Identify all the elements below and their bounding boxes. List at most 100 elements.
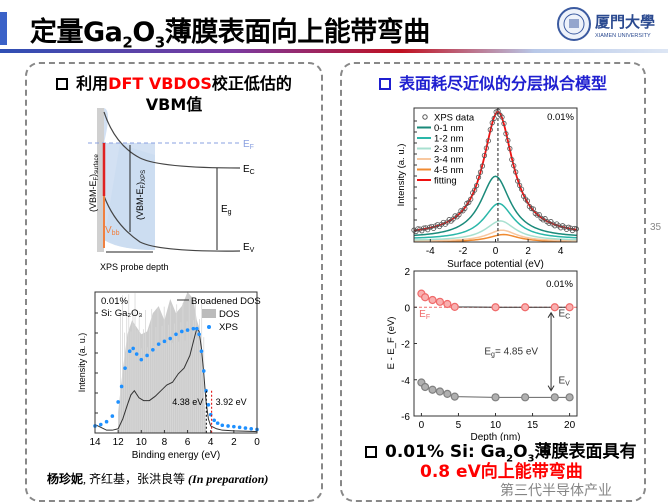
legend-label: fitting (434, 176, 457, 187)
xps-point (98, 422, 103, 427)
xps-point (119, 384, 124, 389)
ev-point (521, 393, 530, 402)
plot-frame (94, 291, 258, 434)
y-axis-label: Intensity (a. u.) (77, 333, 87, 393)
xps-point (197, 332, 201, 337)
marker-label: 4.38 eV (172, 397, 203, 407)
x-tick-label: 10 (490, 420, 502, 431)
legend-label: DOS (219, 309, 240, 320)
x-tick-label: 6 (185, 437, 191, 448)
svg-text:EV: EV (243, 242, 255, 254)
ev-label: EV (558, 375, 570, 387)
xps-point (110, 414, 115, 418)
left-heading: 利用DFT VBDOS校正低估的 (25, 70, 323, 94)
arrowhead-icon (547, 311, 555, 392)
xps-point (226, 424, 230, 428)
page-number: 35 (650, 222, 662, 233)
conclusion-line1: 0.01% Si: Ga2O3薄膜表面具有 (365, 442, 637, 464)
probe-depth-label: XPS probe depth (100, 262, 169, 272)
xps-point (215, 421, 220, 425)
x-axis-label: Binding energy (eV) (132, 450, 220, 461)
x-tick-label: 0 (419, 420, 425, 431)
xps-data-point (518, 186, 525, 192)
x-tick-label: 8 (162, 437, 168, 448)
ec-point (521, 303, 530, 312)
xps-data-point (462, 205, 468, 212)
xps-point (116, 400, 120, 404)
xps-point (179, 329, 184, 334)
band-bending-schematic: EF EC EV Eg Vbb (VBM-EF)surface (VBM-EF)… (88, 108, 255, 272)
legend-label: Broadened DOS (191, 296, 261, 307)
y-tick-label: -6 (401, 412, 410, 423)
legend-label: 3-4 nm (434, 155, 464, 166)
xps-data-point (479, 163, 486, 169)
conduction-band (103, 111, 241, 169)
ec-point (491, 303, 500, 312)
xps-data-point (511, 163, 517, 169)
xps-data-point (458, 208, 464, 214)
left-heading-line2: VBM值 (145, 95, 203, 114)
author-credit: 杨珍妮, 齐红基，张洪良等 (In preparation) (47, 472, 269, 486)
xps-point (212, 418, 216, 423)
surface-potential-chart: -4 -2 0 2 4 Surface potential (eV) Intensity (… (396, 107, 579, 270)
ev-point (435, 387, 445, 396)
svg-text:XIAMEN UNIVERSITY: XIAMEN UNIVERSITY (595, 33, 651, 39)
conclusion-line2: 0.8 eV向上能带弯曲 (420, 462, 583, 482)
xps-point (195, 326, 199, 331)
ec-point (450, 302, 459, 311)
svg-text:EF: EF (243, 139, 254, 151)
xps-data-point (534, 212, 540, 218)
marker-label: 3.92 eV (216, 397, 247, 407)
x-tick-label: 2 (525, 246, 531, 257)
title-accent-bar (0, 12, 7, 45)
xps-data-point (491, 115, 497, 121)
surface-region (97, 108, 104, 252)
legend-label: 2-3 nm (434, 144, 464, 155)
checkbox-bullet-icon (378, 78, 391, 90)
annotation: Si: Ga₂O₃ (101, 308, 142, 319)
annotation: 0.01% (546, 279, 573, 290)
ec-point (550, 303, 559, 312)
series-line (413, 202, 578, 239)
legend-label: XPS (219, 322, 238, 333)
svg-text:Eg: Eg (221, 204, 232, 216)
xps-point (201, 369, 206, 373)
xps-point (156, 342, 161, 346)
ev-point (421, 382, 430, 392)
xps-point (185, 328, 190, 332)
xps-data-point (507, 146, 513, 152)
x-tick-label: 20 (564, 420, 576, 431)
xps-data-point (524, 198, 531, 204)
xps-data-point (468, 196, 474, 202)
annotation: 0.01% (101, 296, 128, 307)
xps-point (199, 349, 204, 354)
xps-data-point (485, 138, 491, 144)
legend-label: 4-5 nm (434, 165, 464, 176)
legend-label: 0-1 nm (434, 123, 464, 134)
xps-point (206, 403, 211, 407)
eg-label: Eg= 4.85 eV (484, 346, 538, 358)
y-tick-label: 2 (404, 267, 410, 278)
svg-text:EC: EC (243, 164, 255, 176)
x-tick-label: -2 (458, 246, 467, 257)
xps-data-point (456, 212, 462, 218)
annotation: 0.01% (547, 112, 574, 123)
checkbox-bullet-icon (365, 446, 377, 458)
right-heading: 表面耗尽近似的分层拟合模型 (340, 70, 646, 94)
ev-point (428, 385, 437, 394)
svg-text:厦門大學: 厦門大學 (595, 13, 655, 31)
xps-point (123, 366, 127, 370)
y-tick-label: 0 (404, 303, 410, 314)
valence-band (103, 195, 241, 252)
ec-point (443, 299, 452, 309)
xps-point (232, 424, 236, 429)
ec-label: EC (558, 308, 570, 320)
x-tick-label: 12 (113, 437, 125, 448)
xps-data-point (513, 169, 519, 175)
xps-point (162, 339, 167, 344)
xps-data-point (515, 178, 521, 184)
xps-data-point (473, 183, 480, 189)
y-axis-label: Intensity (a. u.) (396, 144, 407, 207)
ec-point (565, 303, 574, 312)
